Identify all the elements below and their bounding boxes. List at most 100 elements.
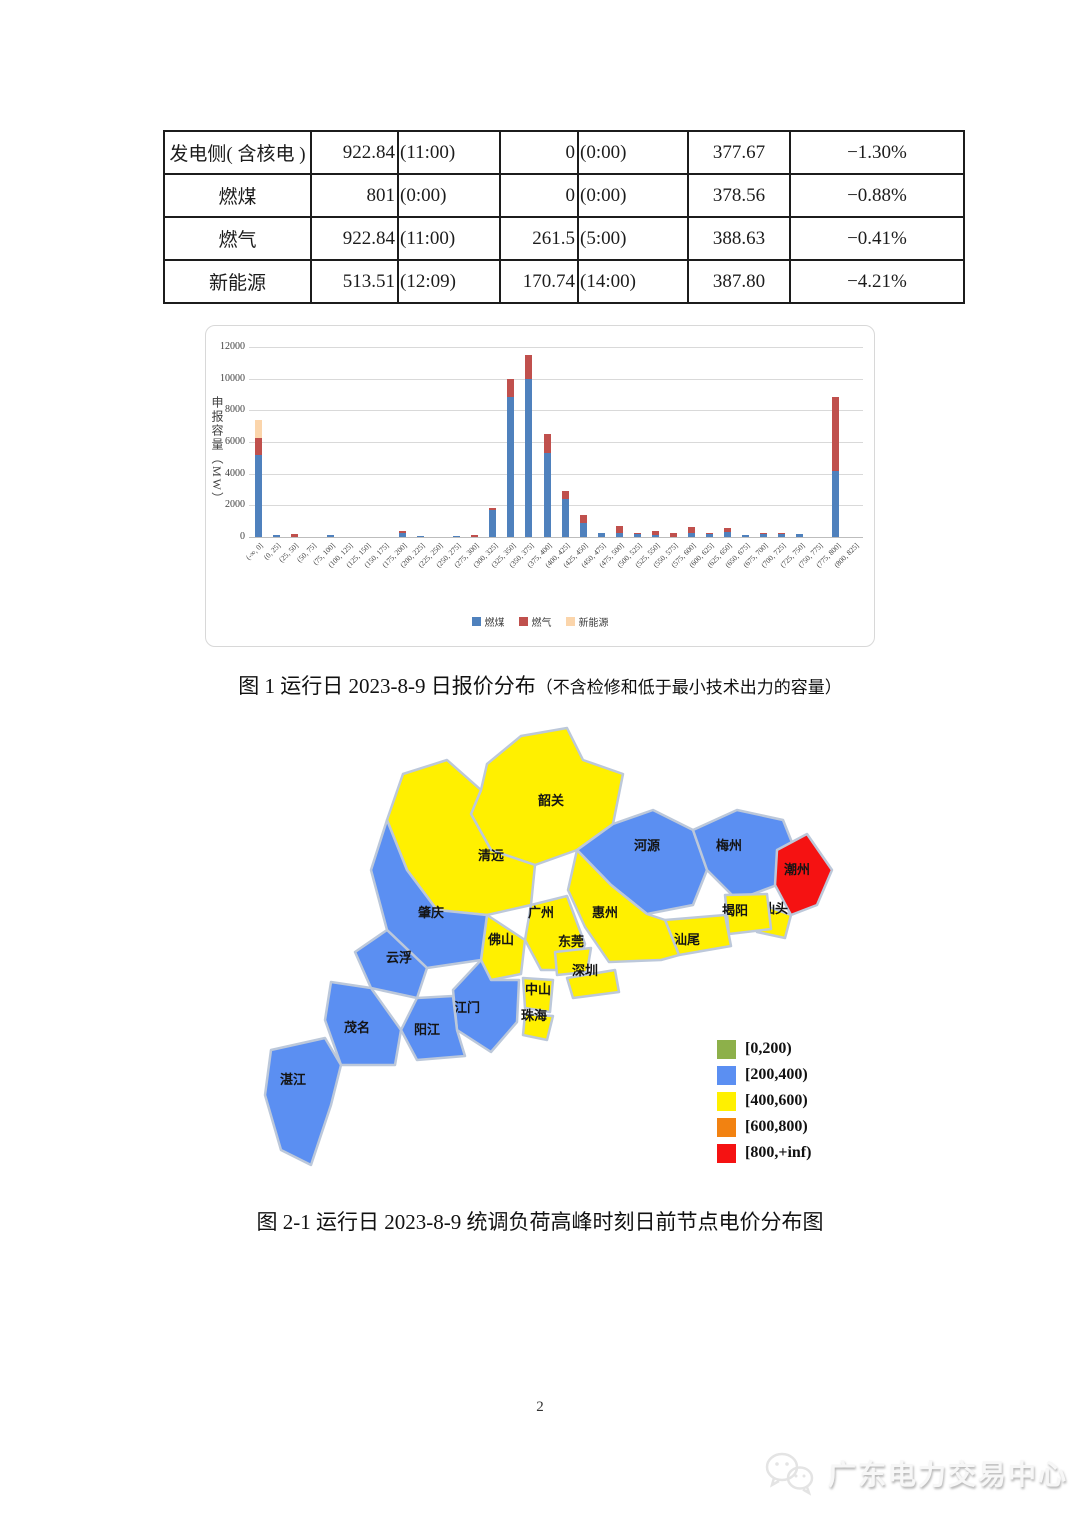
bar-segment-燃气 bbox=[724, 528, 732, 532]
bar-segment-燃气 bbox=[399, 530, 406, 534]
footer-logo-text: 广东电力交易中心 bbox=[828, 1460, 1069, 1491]
bar-segment-燃气 bbox=[507, 379, 515, 397]
map-region-label-jiangmen: 江门 bbox=[454, 1000, 480, 1015]
map-region-yunfu bbox=[353, 928, 429, 1000]
chart-plot-area: 0 2000 4000 6000 8000 10000 12000 (-∞, 0] (0, 25… bbox=[220, 341, 863, 569]
bid-distribution-chart: 申报容量（MW） 0 2000 4000 6000 8000 10000 12000 (-∞,… bbox=[205, 325, 875, 647]
table-cell: 发电侧( 含核电 ) bbox=[163, 130, 312, 175]
bar-segment-燃气 bbox=[832, 396, 840, 471]
map-region-zhanjiang bbox=[263, 1036, 343, 1167]
table-cell: −1.30% bbox=[789, 130, 965, 175]
footer-logo: 广东电力交易中心 bbox=[762, 1448, 1068, 1498]
map-region-label-zhanjiang: 湛江 bbox=[280, 1072, 306, 1087]
map-region-shenzhen bbox=[565, 968, 621, 1000]
chart-legend: 燃煤 燃气 新能源 bbox=[206, 614, 874, 629]
table-cell: 378.56 bbox=[687, 173, 791, 218]
table-cell: 387.80 bbox=[687, 259, 791, 304]
bar-segment-燃煤 bbox=[832, 470, 840, 537]
y-axis-tick-label: 4000 bbox=[225, 467, 245, 479]
map-region-label-chaozhou: 潮州 bbox=[784, 862, 810, 877]
chart-y-axis-title: 申报容量（MW） bbox=[210, 396, 224, 506]
map-legend-item: [400,600) bbox=[717, 1088, 811, 1114]
map-legend-item: [600,800) bbox=[717, 1114, 811, 1140]
map-legend-swatch bbox=[717, 1065, 736, 1085]
table-cell: (11:00) bbox=[397, 130, 501, 175]
bar-segment-燃气 bbox=[579, 514, 587, 523]
bar-segment-燃煤 bbox=[579, 522, 587, 537]
bar-segment-燃气 bbox=[760, 532, 768, 534]
bar-segment-燃煤 bbox=[272, 535, 280, 537]
bar-segment-燃煤 bbox=[633, 533, 641, 537]
bar-segment-燃煤 bbox=[489, 510, 497, 537]
map-region-label-shanwei: 汕尾 bbox=[674, 932, 700, 947]
table-cell: 261.5 bbox=[499, 216, 579, 261]
bar-segment-燃煤 bbox=[760, 533, 768, 537]
map-legend: [0,200) [200,400) [400,600) [600,800) [800,+… bbox=[717, 1036, 811, 1166]
table-cell: 0 bbox=[499, 173, 579, 218]
map-region-label-foshan: 佛山 bbox=[487, 932, 514, 947]
table-cell: 922.84 bbox=[310, 216, 399, 261]
map-region-label-heyuan: 河源 bbox=[634, 838, 660, 853]
bar-segment-燃气 bbox=[525, 354, 533, 380]
bar-segment-燃气 bbox=[290, 533, 298, 537]
bar-segment-燃煤 bbox=[507, 396, 515, 537]
map-legend-label: [600,800) bbox=[745, 1118, 808, 1135]
map-region-label-zhaoqing: 肇庆 bbox=[417, 905, 444, 920]
table-cell: (0:00) bbox=[577, 130, 689, 175]
y-axis-tick-label: 2000 bbox=[225, 499, 245, 511]
map-region-label-shaoguan: 韶关 bbox=[538, 793, 564, 808]
map-region-label-huizhou: 惠州 bbox=[592, 905, 618, 920]
legend-label: 燃气 bbox=[531, 618, 552, 629]
bar-segment-燃煤 bbox=[525, 379, 533, 537]
table-cell: (14:00) bbox=[577, 259, 689, 304]
map-region-dongguan bbox=[553, 946, 593, 977]
table-cell: (12:09) bbox=[397, 259, 501, 304]
table-cell: 170.74 bbox=[499, 259, 579, 304]
table-cell: 377.67 bbox=[687, 130, 791, 175]
chart-legend-item: 燃气 bbox=[518, 614, 552, 629]
map-region-label-yunfu: 云浮 bbox=[386, 950, 412, 965]
bar-segment-燃气 bbox=[778, 532, 786, 534]
table-cell: −4.21% bbox=[789, 259, 965, 304]
bar-segment-燃煤 bbox=[651, 534, 659, 537]
bar-segment-燃煤 bbox=[724, 531, 732, 537]
map-region-label-dongguan: 东莞 bbox=[558, 934, 584, 949]
chart-legend-item: 燃煤 bbox=[471, 614, 505, 629]
figure1-caption: 图 1 运行日 2023-8-9 日报价分布（不含检修和低于最小技术出力的容量） bbox=[0, 670, 1080, 700]
map-legend-swatch bbox=[717, 1039, 736, 1059]
table-cell: 922.84 bbox=[310, 130, 399, 175]
table-row: 燃煤 801 (0:00) 0 (0:00) 378.56 −0.88% bbox=[163, 173, 965, 218]
price-summary-table: 发电侧( 含核电 ) 922.84 (11:00) 0 (0:00) 377.67 −1.3… bbox=[163, 130, 965, 304]
chart-gridline bbox=[249, 505, 863, 507]
bar-segment-燃煤 bbox=[254, 454, 262, 537]
chart-gridline bbox=[249, 410, 863, 412]
map-region-label-guangzhou: 广州 bbox=[528, 905, 554, 920]
map-region-label-jieyang: 揭阳 bbox=[722, 903, 748, 918]
page-number: 2 bbox=[536, 1399, 544, 1415]
map-legend-label: [800,+inf) bbox=[745, 1144, 812, 1161]
bar-segment-燃煤 bbox=[326, 535, 334, 537]
legend-label: 燃煤 bbox=[484, 618, 505, 629]
bar-segment-燃煤 bbox=[453, 535, 461, 537]
table-row: 新能源 513.51 (12:09) 170.74 (14:00) 387.80 −4.21… bbox=[163, 259, 965, 304]
chart-gridline bbox=[249, 473, 863, 475]
map-region-label-maoming: 茂名 bbox=[344, 1020, 370, 1035]
bar-segment-燃煤 bbox=[543, 453, 551, 537]
map-region-label-meizhou: 梅州 bbox=[716, 838, 742, 853]
map-legend-label: [400,600) bbox=[745, 1092, 808, 1109]
legend-swatch bbox=[518, 617, 528, 626]
map-legend-item: [0,200) bbox=[717, 1036, 811, 1062]
map-legend-item: [200,400) bbox=[717, 1062, 811, 1088]
map-region-label-qingyuan: 清远 bbox=[478, 848, 504, 863]
bar-segment-燃煤 bbox=[687, 533, 695, 537]
map-region-chaozhou bbox=[773, 832, 834, 917]
chart-gridline bbox=[249, 378, 863, 380]
table-row: 燃气 922.84 (11:00) 261.5 (5:00) 388.63 −0.41% bbox=[163, 216, 965, 261]
bar-segment-燃气 bbox=[651, 531, 659, 535]
figure1-caption-main: 图 1 运行日 2023-8-9 日报价分布 bbox=[238, 674, 536, 698]
legend-swatch bbox=[471, 617, 481, 626]
y-axis-tick-label: 10000 bbox=[220, 372, 245, 384]
bar-segment-燃气 bbox=[543, 434, 551, 454]
table-cell: −0.88% bbox=[789, 173, 965, 218]
